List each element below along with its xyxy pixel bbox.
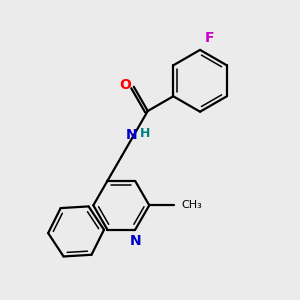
Text: N: N <box>130 234 141 248</box>
Text: N: N <box>126 128 137 142</box>
Text: F: F <box>205 31 214 45</box>
Text: H: H <box>140 127 150 140</box>
Text: O: O <box>120 78 131 92</box>
Text: CH₃: CH₃ <box>181 200 202 210</box>
